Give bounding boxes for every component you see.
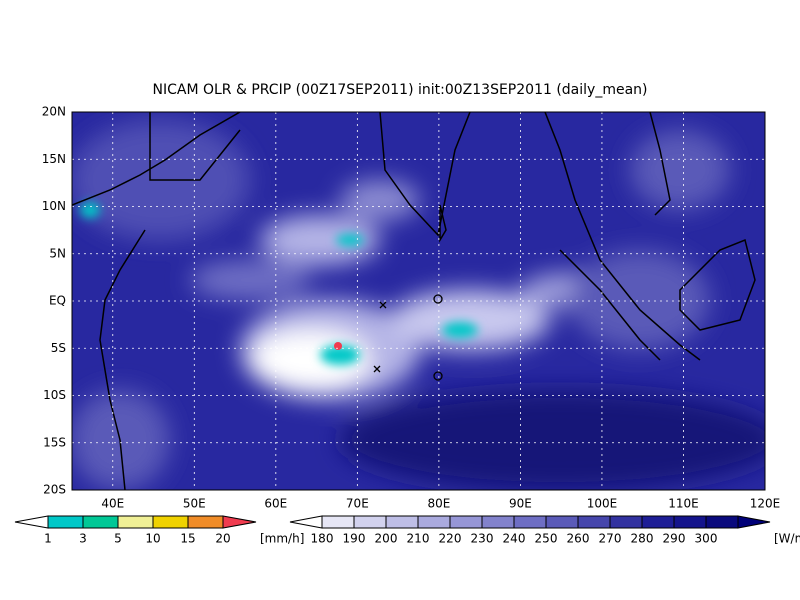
lon-label: 50E [183, 497, 206, 511]
lon-label: 80E [427, 497, 450, 511]
colorbar-label: 180 [311, 532, 334, 546]
colorbar-box [353, 515, 387, 529]
colorbar-label: 300 [695, 532, 718, 546]
lon-label: 100E [587, 497, 618, 511]
map-title: NICAM OLR & PRCIP (00Z17SEP2011) init:00… [152, 82, 647, 98]
markers [373, 294, 443, 381]
colorbar-box [513, 515, 547, 529]
lat-label: 15S [43, 435, 66, 449]
lon-label: 110E [668, 497, 699, 511]
map-frame [71, 111, 766, 491]
colorbar-box [641, 515, 675, 529]
colorbar-unit: [W/m^2] [774, 532, 800, 546]
lat-label: 20S [43, 483, 66, 497]
colorbar-label: 190 [343, 532, 366, 546]
colorbar-label: 230 [471, 532, 494, 546]
colorbar-label: 20 [215, 532, 230, 546]
colorbar-box [609, 515, 643, 529]
colorbar-box [385, 515, 419, 529]
colorbar-end [737, 515, 771, 529]
colorbar-box [47, 515, 84, 529]
grid [72, 112, 765, 490]
colorbar-box [82, 515, 119, 529]
colorbars: 1 3 5 10 15 20 [mm/h] 180 190 200 210 220 230 240 250 2… [14, 515, 800, 546]
lat-label: 5N [49, 246, 66, 260]
colorbar-unit: [mm/h] [260, 532, 304, 546]
colorbar-end [222, 515, 257, 529]
circle-marker [433, 371, 443, 381]
cross-marker [379, 301, 387, 309]
lat-label: 15N [42, 152, 66, 166]
colorbar-label: 3 [79, 532, 87, 546]
colorbar-label: 220 [439, 532, 462, 546]
circle-marker [433, 294, 443, 304]
colorbar-label: 280 [631, 532, 654, 546]
colorbar-box [705, 515, 739, 529]
lat-label: 10S [43, 388, 66, 402]
colorbar-box [449, 515, 483, 529]
lat-label: 10N [42, 199, 66, 213]
colorbar-box [187, 515, 224, 529]
colorbar-box [321, 515, 355, 529]
colorbar-box [481, 515, 515, 529]
colorbar-end [14, 515, 49, 529]
colorbar-box [673, 515, 707, 529]
colorbar-label: 260 [567, 532, 590, 546]
colorbar-box [577, 515, 611, 529]
lat-label: EQ [49, 294, 66, 308]
colorbar-label: 1 [44, 532, 52, 546]
colorbar-label: 10 [145, 532, 160, 546]
colorbar-label: 240 [503, 532, 526, 546]
lon-label: 40E [101, 497, 124, 511]
lon-label: 120E [750, 497, 781, 511]
colorbar-box [117, 515, 154, 529]
lon-label: 70E [346, 497, 369, 511]
colorbar-label: 290 [663, 532, 686, 546]
colorbar-label: 250 [535, 532, 558, 546]
lat-label: 20N [42, 105, 66, 119]
colorbar-label: 5 [114, 532, 122, 546]
colorbar-box [417, 515, 451, 529]
colorbar-label: 270 [599, 532, 622, 546]
lon-label: 60E [264, 497, 287, 511]
colorbar-box [152, 515, 189, 529]
lon-label: 90E [509, 497, 532, 511]
lat-label: 5S [51, 341, 66, 355]
colorbar-label: 15 [180, 532, 195, 546]
colorbar-label: 210 [407, 532, 430, 546]
cross-marker [373, 365, 381, 373]
colorbar-end [289, 515, 323, 529]
colorbar-label: 200 [375, 532, 398, 546]
colorbar-box [545, 515, 579, 529]
